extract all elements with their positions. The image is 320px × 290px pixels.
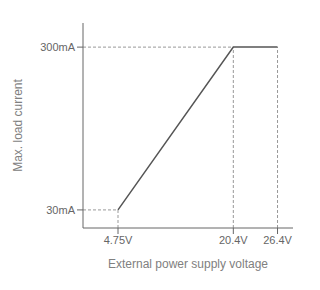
svg-text:20.4V: 20.4V xyxy=(219,234,248,246)
svg-text:26.4V: 26.4V xyxy=(263,234,292,246)
svg-text:4.75V: 4.75V xyxy=(104,234,133,246)
svg-text:External power supply voltage: External power supply voltage xyxy=(108,257,268,271)
svg-text:30mA: 30mA xyxy=(46,204,75,216)
svg-text:300mA: 300mA xyxy=(40,41,76,53)
svg-text:Max. load current: Max. load current xyxy=(11,78,25,171)
